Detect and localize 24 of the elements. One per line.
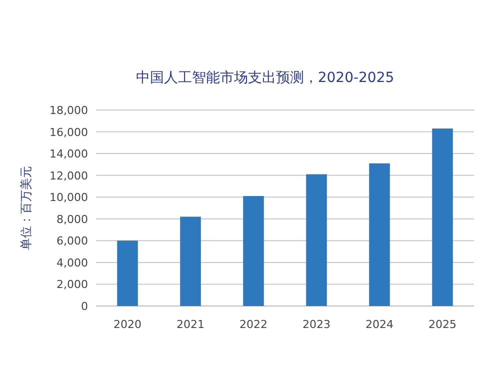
x-tick-label: 2023 [302, 318, 330, 331]
x-tick-label: 2020 [114, 318, 142, 331]
chart-title: 中国人工智能市场支出预测，2020-2025 [136, 70, 394, 86]
y-tick-label: 4,000 [56, 256, 88, 270]
bar [117, 240, 138, 306]
x-tick-label: 2021 [176, 318, 204, 331]
y-tick-label: 6,000 [56, 234, 88, 248]
y-axis-title: 单位：百万美元 [19, 166, 33, 250]
y-tick-label: 16,000 [50, 126, 88, 139]
y-tick-label: 14,000 [50, 148, 88, 161]
bar [306, 174, 327, 306]
y-tick-label: 8,000 [56, 212, 88, 226]
y-tick-label: 2,000 [56, 278, 88, 292]
y-tick-label: 18,000 [50, 104, 88, 117]
y-tick-label: 0 [81, 300, 88, 313]
bar [369, 163, 390, 306]
y-tick-label: 10,000 [50, 191, 88, 204]
bar [243, 196, 264, 306]
x-tick-label: 2022 [240, 318, 268, 331]
bar [432, 128, 453, 306]
bar [180, 216, 201, 306]
y-tick-label: 12,000 [50, 169, 88, 182]
x-tick-label: 2025 [428, 318, 456, 331]
x-tick-label: 2024 [366, 318, 394, 331]
